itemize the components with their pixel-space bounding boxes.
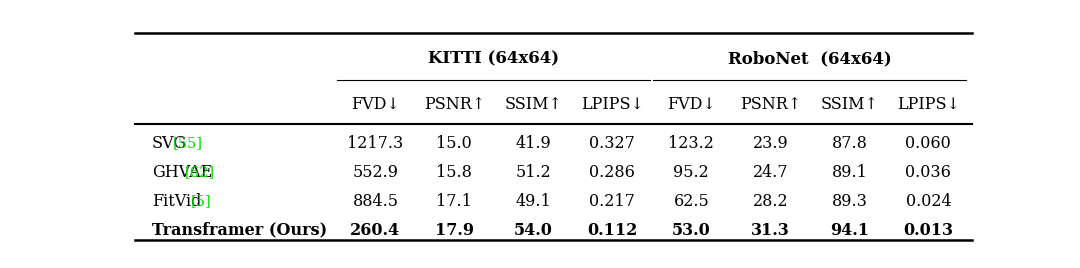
Text: 0.060: 0.060 [905, 135, 951, 152]
Text: 89.3: 89.3 [832, 193, 867, 210]
Text: LPIPS↓: LPIPS↓ [581, 96, 644, 113]
Text: 17.1: 17.1 [436, 193, 472, 210]
Text: 0.013: 0.013 [903, 222, 954, 239]
Text: 53.0: 53.0 [672, 222, 711, 239]
Text: SSIM↑: SSIM↑ [504, 96, 563, 113]
Text: 0.112: 0.112 [588, 222, 637, 239]
Text: SVG: SVG [151, 135, 187, 152]
Text: 15.8: 15.8 [436, 164, 472, 181]
Text: 0.217: 0.217 [590, 193, 635, 210]
Text: 260.4: 260.4 [350, 222, 401, 239]
Text: 552.9: 552.9 [352, 164, 399, 181]
Text: FVD↓: FVD↓ [351, 96, 400, 113]
Text: 123.2: 123.2 [669, 135, 714, 152]
Text: 17.9: 17.9 [435, 222, 474, 239]
Text: Transframer (Ours): Transframer (Ours) [151, 222, 327, 239]
Text: 54.0: 54.0 [514, 222, 553, 239]
Text: [55]: [55] [173, 137, 202, 151]
Text: 884.5: 884.5 [352, 193, 399, 210]
Text: FitVid: FitVid [151, 193, 201, 210]
Text: 0.024: 0.024 [905, 193, 951, 210]
Text: 23.9: 23.9 [753, 135, 788, 152]
Text: PSNR↑: PSNR↑ [740, 96, 801, 113]
Text: 41.9: 41.9 [515, 135, 551, 152]
Text: KITTI (64x64): KITTI (64x64) [429, 50, 559, 68]
Text: 24.7: 24.7 [753, 164, 788, 181]
Text: 95.2: 95.2 [674, 164, 710, 181]
Text: 94.1: 94.1 [829, 222, 868, 239]
Text: 49.1: 49.1 [515, 193, 551, 210]
Text: 0.286: 0.286 [590, 164, 635, 181]
Text: RoboNet  (64x64): RoboNet (64x64) [728, 50, 892, 68]
Text: 62.5: 62.5 [674, 193, 710, 210]
Text: 0.327: 0.327 [590, 135, 635, 152]
Text: 1217.3: 1217.3 [348, 135, 404, 152]
Text: 31.3: 31.3 [751, 222, 789, 239]
Text: LPIPS↓: LPIPS↓ [896, 96, 960, 113]
Text: [62]: [62] [185, 165, 215, 180]
Text: PSNR↑: PSNR↑ [423, 96, 485, 113]
Text: GHVAE: GHVAE [151, 164, 212, 181]
Text: 15.0: 15.0 [436, 135, 472, 152]
Text: FVD↓: FVD↓ [667, 96, 716, 113]
Text: 87.8: 87.8 [832, 135, 867, 152]
Text: SSIM↑: SSIM↑ [821, 96, 878, 113]
Text: 51.2: 51.2 [515, 164, 551, 181]
Text: 89.1: 89.1 [832, 164, 867, 181]
Text: 0.036: 0.036 [905, 164, 951, 181]
Text: 28.2: 28.2 [753, 193, 788, 210]
Text: [5]: [5] [190, 194, 212, 209]
